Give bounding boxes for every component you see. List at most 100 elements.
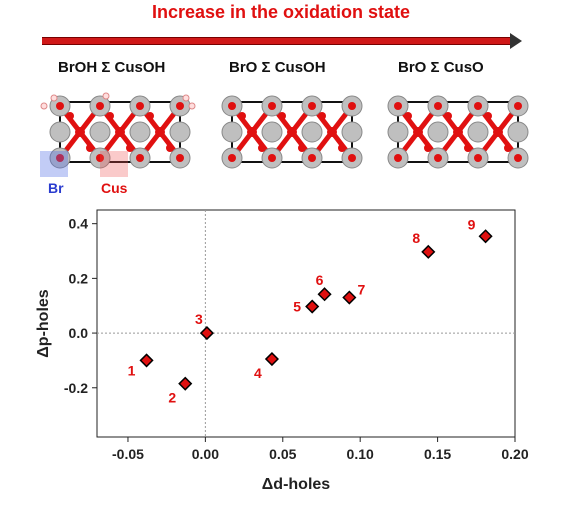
oxygen-atom (56, 102, 64, 110)
oxygen-atom (424, 144, 432, 152)
oxygen-atom (166, 144, 174, 152)
hydrogen-atom (50, 94, 58, 102)
metal-atom (169, 121, 191, 143)
cus-site-highlight (100, 151, 128, 177)
oxygen-atom (56, 154, 64, 162)
metal-atom (49, 121, 71, 143)
oxygen-atom (453, 127, 463, 137)
x-tick-label: 0.10 (347, 446, 374, 462)
oxygen-atom (126, 144, 134, 152)
data-point-8 (421, 244, 436, 259)
hydrogen-atom (182, 94, 190, 102)
oxygen-atom (413, 127, 423, 137)
data-label-5: 5 (293, 299, 301, 315)
oxygen-atom (474, 154, 482, 162)
progress-arrow-shaft (42, 37, 512, 45)
data-label-7: 7 (357, 282, 365, 298)
br-site-label: Br (48, 180, 64, 196)
oxygen-atom (394, 154, 402, 162)
metal-atom (467, 121, 489, 143)
data-label-6: 6 (316, 272, 324, 288)
metal-atom (387, 121, 409, 143)
crystal-structure-1 (40, 92, 196, 169)
x-tick-label: -0.05 (112, 446, 144, 462)
oxygen-atom (404, 112, 412, 120)
hydrogen-atom (102, 92, 110, 100)
oxygen-atom (75, 127, 85, 137)
oxygen-atom (96, 102, 104, 110)
cus-site-label: Cus (101, 180, 128, 196)
oxygen-atom (434, 154, 442, 162)
data-point-6 (317, 287, 332, 302)
oxygen-atom (66, 112, 74, 120)
panel-label-3: BrO Σ CusO (398, 59, 484, 76)
oxygen-atom (268, 102, 276, 110)
hydrogen-atom (40, 102, 48, 110)
oxygen-atom (238, 112, 246, 120)
crystal-structure-2 (221, 95, 363, 169)
oxygen-atom (394, 102, 402, 110)
oxygen-atom (258, 144, 266, 152)
data-point-7 (342, 290, 357, 305)
oxygen-atom (318, 112, 326, 120)
oxygen-atom (146, 112, 154, 120)
metal-atom (301, 121, 323, 143)
panel-label-2: BrO Σ CusOH (229, 59, 326, 76)
y-tick-label: 0.0 (69, 325, 89, 341)
oxygen-atom (308, 102, 316, 110)
oxygen-atom (338, 144, 346, 152)
data-label-4: 4 (254, 365, 262, 381)
metal-atom (507, 121, 529, 143)
oxygen-atom (327, 127, 337, 137)
oxygen-atom (287, 127, 297, 137)
oxygen-atom (86, 144, 94, 152)
oxygen-atom (268, 154, 276, 162)
oxygen-atom (434, 102, 442, 110)
oxygen-atom (484, 112, 492, 120)
oxygen-atom (247, 127, 257, 137)
oxygen-atom (176, 154, 184, 162)
oxygen-atom (444, 112, 452, 120)
y-tick-label: 0.4 (69, 216, 89, 232)
scatter-chart: -0.05 0.00 0.05 0.10 0.15 0.20 -0.2 0.0 0.2 0.4 Δd… (35, 209, 529, 493)
metal-atom (129, 121, 151, 143)
data-label-1: 1 (128, 362, 136, 378)
oxygen-atom (96, 154, 104, 162)
y-axis-title: Δp-holes (35, 289, 52, 357)
data-label-2: 2 (168, 390, 176, 406)
x-tick-label: 0.00 (192, 446, 219, 462)
x-tick-label: 0.05 (269, 446, 296, 462)
progress-arrow-head (510, 33, 522, 49)
metal-atom (89, 121, 111, 143)
oxygen-atom (504, 144, 512, 152)
data-point-4 (264, 351, 280, 367)
panel-label-1: BrOH Σ CusOH (58, 59, 166, 76)
oxygen-atom (228, 102, 236, 110)
oxygen-atom (155, 127, 165, 137)
y-tick-label: 0.2 (69, 270, 89, 286)
oxygen-atom (308, 154, 316, 162)
x-tick-label: 0.15 (424, 446, 451, 462)
y-tick-label: -0.2 (64, 380, 88, 396)
metal-atom (221, 121, 243, 143)
hydrogen-atom (188, 102, 196, 110)
oxygen-atom (115, 127, 125, 137)
data-point-1 (139, 353, 154, 368)
metal-atom (261, 121, 283, 143)
crystal-structure-3 (387, 95, 529, 169)
x-axis-title: Δd-holes (262, 476, 330, 493)
oxygen-atom (106, 112, 114, 120)
data-point-5 (305, 299, 320, 314)
metal-atom (341, 121, 363, 143)
x-tick-label: 0.20 (501, 446, 528, 462)
oxygen-atom (348, 102, 356, 110)
oxygen-atom (464, 144, 472, 152)
oxygen-atom (136, 154, 144, 162)
br-site-highlight (40, 151, 68, 177)
oxygen-atom (514, 102, 522, 110)
oxygen-atom (348, 154, 356, 162)
data-label-3: 3 (195, 311, 203, 327)
data-point-9 (478, 229, 493, 244)
data-point-2 (178, 376, 193, 391)
oxygen-atom (514, 154, 522, 162)
